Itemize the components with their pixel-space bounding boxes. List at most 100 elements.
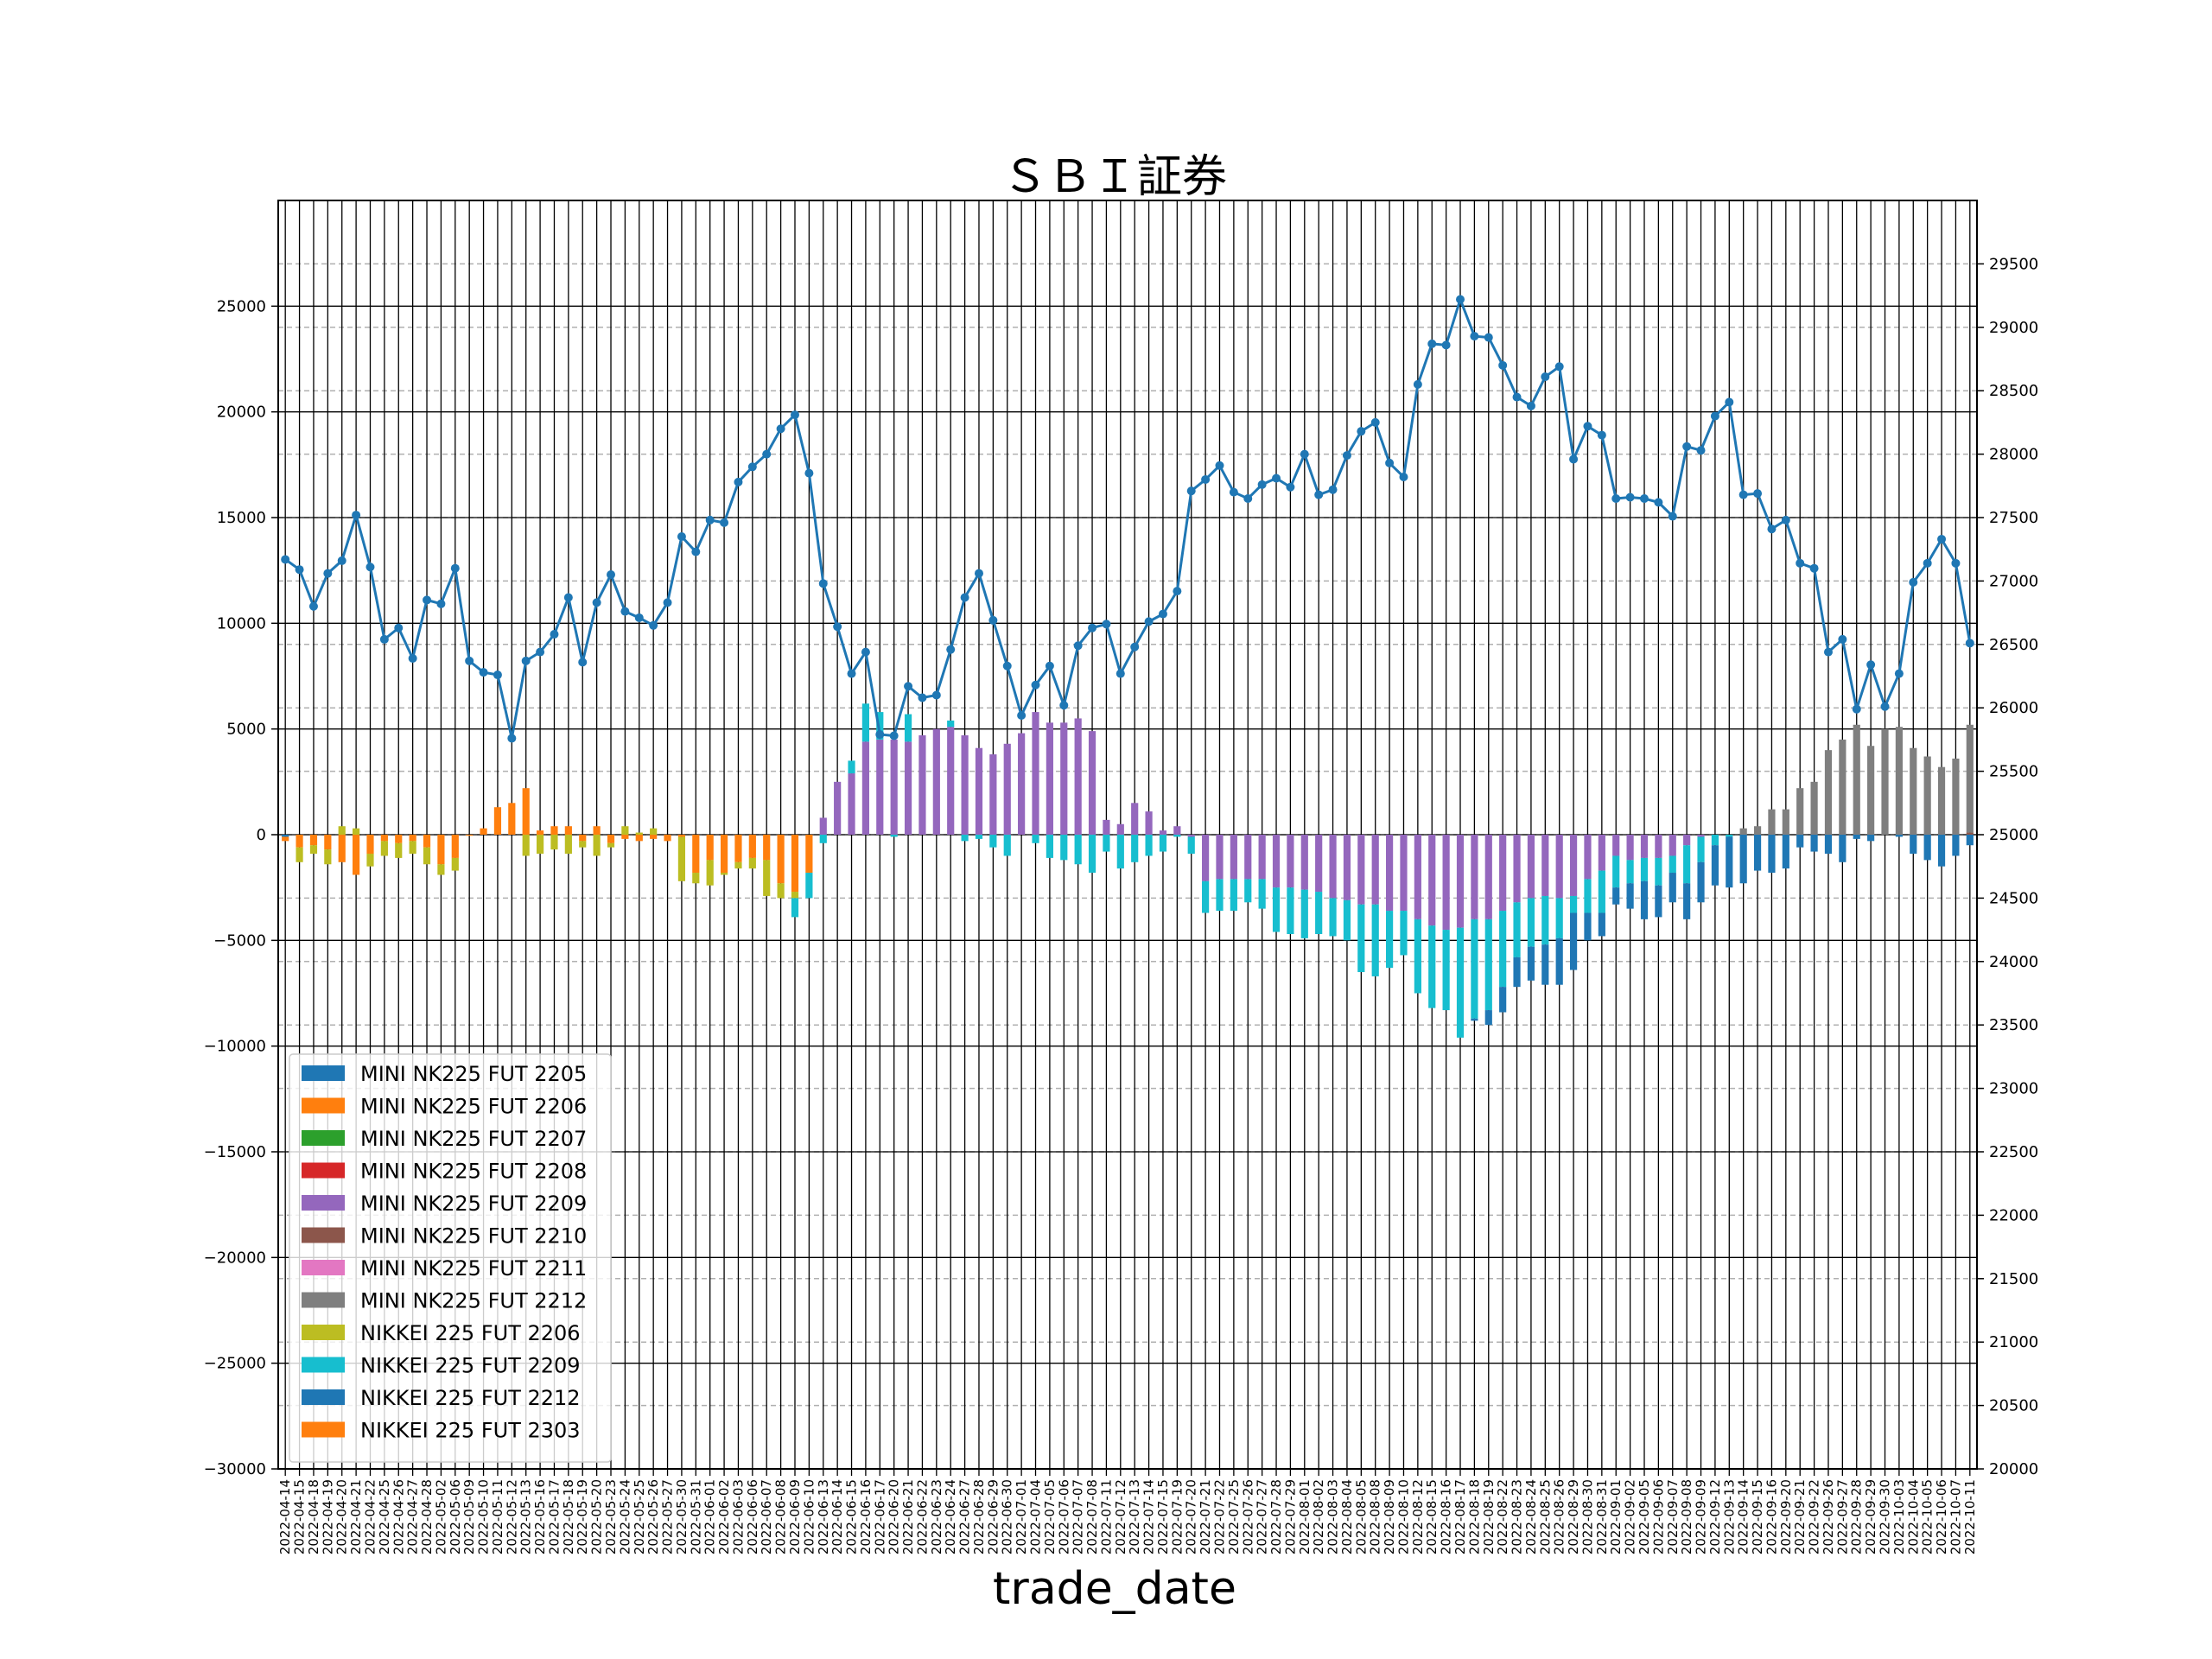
bar-9-96 <box>1640 857 1649 881</box>
x-tick-label-114: 2022-10-03 <box>1891 1479 1907 1554</box>
x-tick-label-99: 2022-09-08 <box>1679 1479 1694 1554</box>
x-tick-label-5: 2022-04-21 <box>348 1479 364 1554</box>
legend-label-0: MINI NK225 FUT 2205 <box>360 1062 587 1086</box>
x-tick-label-66: 2022-07-22 <box>1211 1479 1227 1554</box>
x-tick-label-57: 2022-07-08 <box>1084 1479 1100 1554</box>
price-point-117 <box>1937 534 1947 543</box>
bar-9-38 <box>819 835 827 843</box>
bar-4-51 <box>1003 743 1011 835</box>
price-point-11 <box>436 599 446 608</box>
bar-1-2 <box>309 835 318 846</box>
price-point-17 <box>521 656 531 665</box>
bar-10-87 <box>1513 957 1521 988</box>
bar-4-53 <box>1032 712 1039 835</box>
y-left-tick-label-9: 15000 <box>217 509 266 527</box>
bar-8-26 <box>650 828 658 835</box>
price-point-27 <box>663 598 672 607</box>
bar-9-100 <box>1697 836 1705 862</box>
bar-4-49 <box>975 747 983 835</box>
price-point-90 <box>1554 362 1564 372</box>
x-tick-label-59: 2022-07-12 <box>1113 1479 1128 1554</box>
x-tick-label-85: 2022-08-19 <box>1481 1479 1497 1554</box>
price-point-78 <box>1385 458 1395 467</box>
price-point-94 <box>1611 493 1621 503</box>
bar-1-6 <box>366 835 374 855</box>
legend-swatch-6 <box>302 1260 345 1275</box>
bar-1-28 <box>677 835 686 837</box>
bar-7-104 <box>1753 826 1762 835</box>
x-tick-label-27: 2022-05-27 <box>660 1479 676 1554</box>
price-point-14 <box>479 668 488 677</box>
bar-1-17 <box>522 788 530 835</box>
price-point-82 <box>1441 340 1451 350</box>
bar-9-70 <box>1272 887 1281 932</box>
bar-4-66 <box>1216 835 1224 880</box>
bar-1-5 <box>353 835 360 875</box>
x-tick-label-65: 2022-07-21 <box>1198 1479 1213 1554</box>
y-axis-right: 20000 20500 21000 21500 22000 22500 23000 23500… <box>1977 255 2038 1478</box>
bar-8-20 <box>564 835 572 855</box>
bar-9-41 <box>861 703 870 742</box>
y-left-tick-label-8: 10000 <box>217 614 266 632</box>
x-tick-label-21: 2022-05-19 <box>575 1479 590 1554</box>
bar-10-98 <box>1669 873 1676 903</box>
x-tick-label-113: 2022-09-30 <box>1878 1479 1893 1554</box>
bar-10-106 <box>1782 835 1789 869</box>
price-point-58 <box>1102 620 1111 629</box>
bar-9-88 <box>1527 898 1535 947</box>
bar-9-89 <box>1541 895 1549 945</box>
legend-label-9: NIKKEI 225 FUT 2209 <box>360 1354 581 1378</box>
x-tick-label-46: 2022-06-23 <box>929 1479 944 1554</box>
x-tick-label-40: 2022-06-15 <box>844 1479 860 1554</box>
bar-9-62 <box>1159 835 1167 852</box>
x-tick-label-86: 2022-08-22 <box>1495 1479 1510 1554</box>
bar-4-94 <box>1612 835 1620 856</box>
bar-9-48 <box>961 835 969 842</box>
price-point-23 <box>607 570 616 580</box>
x-tick-label-8: 2022-04-26 <box>391 1479 406 1554</box>
bar-4-59 <box>1116 823 1124 835</box>
x-tick-label-49: 2022-06-28 <box>971 1479 987 1554</box>
x-tick-label-30: 2022-06-01 <box>702 1479 718 1554</box>
price-point-7 <box>379 634 389 644</box>
x-tick-label-88: 2022-08-24 <box>1523 1479 1539 1554</box>
bar-9-49 <box>975 835 983 839</box>
bar-9-81 <box>1428 925 1436 1008</box>
y-right-tick-label-13: 26500 <box>1989 636 2038 654</box>
bar-1-30 <box>706 835 714 861</box>
price-point-99 <box>1682 442 1692 451</box>
bar-8-36 <box>791 892 799 899</box>
bar-1-21 <box>579 835 587 842</box>
bar-10-115 <box>1910 835 1917 855</box>
bar-4-62 <box>1159 830 1167 835</box>
bar-4-95 <box>1626 835 1634 861</box>
x-tick-label-72: 2022-08-01 <box>1297 1479 1313 1554</box>
bar-1-15 <box>493 807 502 835</box>
price-point-108 <box>1809 563 1819 573</box>
price-point-98 <box>1668 512 1677 521</box>
bar-8-28 <box>677 836 686 881</box>
y-right-tick-label-12: 26000 <box>1989 699 2038 717</box>
bar-9-61 <box>1145 835 1153 856</box>
x-tick-label-116: 2022-10-05 <box>1920 1479 1936 1554</box>
bar-1-18 <box>536 830 544 835</box>
x-tick-label-111: 2022-09-28 <box>1849 1479 1865 1554</box>
bar-10-114 <box>1895 835 1903 837</box>
bar-4-44 <box>904 741 912 835</box>
price-point-24 <box>620 607 630 616</box>
bar-7-107 <box>1796 788 1804 835</box>
y-right-tick-label-3: 21500 <box>1989 1270 2038 1288</box>
x-tick-label-34: 2022-06-07 <box>759 1479 774 1554</box>
price-point-86 <box>1498 360 1508 370</box>
x-tick-label-43: 2022-06-20 <box>887 1479 902 1554</box>
bar-7-106 <box>1782 809 1789 835</box>
bar-10-101 <box>1711 845 1719 886</box>
y-right-tick-label-16: 28000 <box>1989 446 2038 464</box>
bar-4-77 <box>1371 835 1379 905</box>
bar-4-84 <box>1471 835 1478 919</box>
bar-9-72 <box>1300 889 1308 938</box>
bar-9-57 <box>1088 835 1096 874</box>
bar-1-32 <box>734 835 742 862</box>
bar-10-103 <box>1739 835 1747 884</box>
x-tick-label-1: 2022-04-15 <box>292 1479 308 1554</box>
